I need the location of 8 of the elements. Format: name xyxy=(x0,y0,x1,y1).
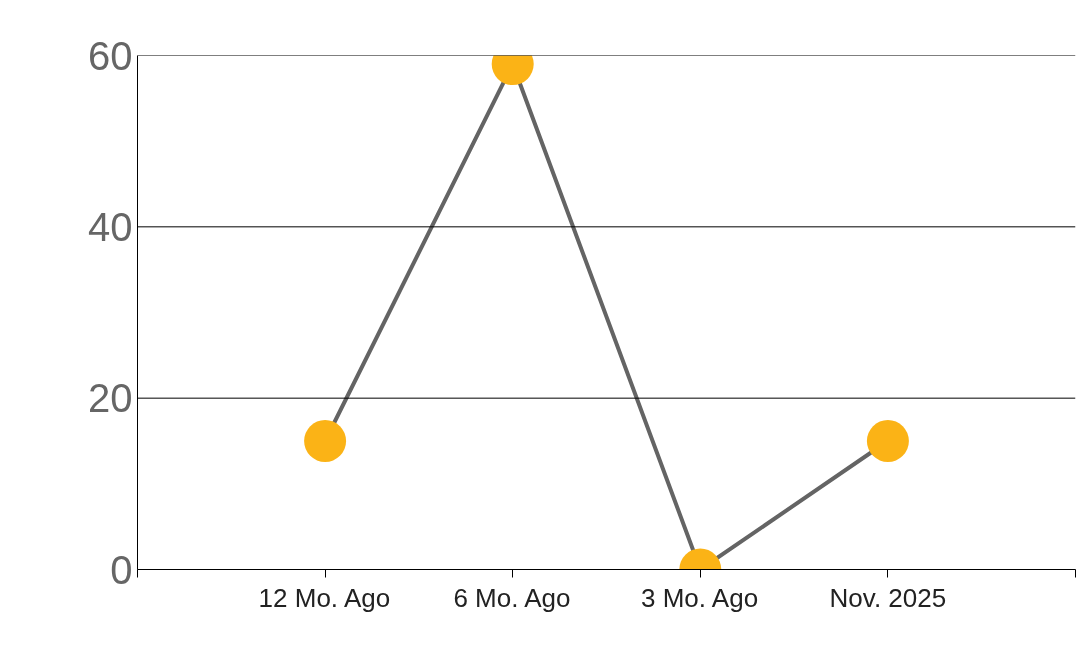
x-tick-label: Nov. 2025 xyxy=(829,582,947,613)
y-tick-label: 20 xyxy=(88,376,133,421)
y-tick-label: 40 xyxy=(88,204,133,249)
y-tick-label: 60 xyxy=(88,33,133,78)
x-tick-label: 3 Mo. Ago xyxy=(641,582,759,613)
y-tick-label: 0 xyxy=(110,547,133,592)
x-tick-label: 12 Mo. Ago xyxy=(258,582,391,613)
x-tick-label: 6 Mo. Ago xyxy=(453,582,571,613)
